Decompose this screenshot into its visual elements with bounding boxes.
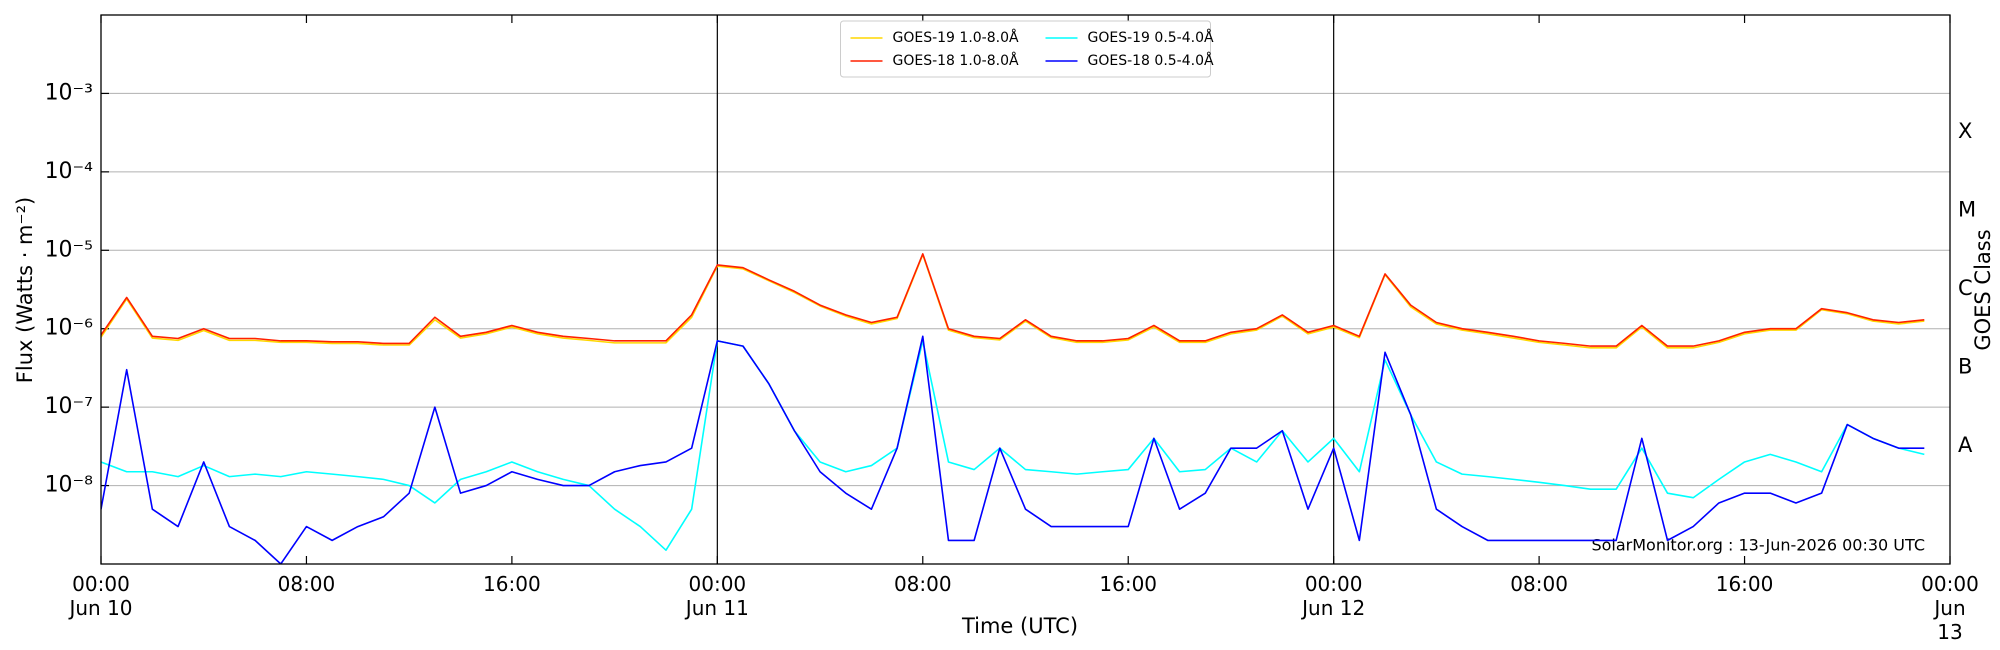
y-tick-label: 10⁻⁸ bbox=[45, 473, 94, 498]
y-axis-label: Flux (Watts · m⁻²) bbox=[13, 197, 37, 383]
x-tick-label: 16:00 bbox=[1715, 572, 1774, 596]
x-tick-label: 00:00 Jun 13 bbox=[1921, 572, 1979, 644]
series-line bbox=[101, 335, 1925, 564]
y-tick-label: 10⁻⁵ bbox=[45, 237, 93, 262]
y2-tick-label: X bbox=[1958, 119, 1972, 143]
x-tick-label: 08:00 bbox=[893, 572, 952, 596]
plot-frame bbox=[100, 14, 1951, 565]
y-tick-label: 10⁻⁶ bbox=[45, 316, 94, 341]
legend-label: GOES-19 0.5-4.0Å bbox=[1088, 29, 1214, 46]
legend-label: GOES-18 0.5-4.0Å bbox=[1088, 52, 1214, 69]
x-tick-label: 16:00 bbox=[483, 572, 541, 596]
y2-tick-label: A bbox=[1958, 433, 1973, 457]
x-tick-label: 08:00 bbox=[277, 572, 336, 596]
y2-tick-label: C bbox=[1958, 276, 1973, 300]
x-tick-label: 16:00 bbox=[1099, 572, 1158, 596]
series-line bbox=[101, 253, 1925, 349]
legend-box bbox=[840, 20, 1211, 78]
y-tick-label: 10⁻³ bbox=[45, 80, 93, 105]
y2-axis-label: GOES Class bbox=[1971, 229, 1995, 350]
y-tick-label: 10⁻⁴ bbox=[45, 159, 94, 184]
legend-label: GOES-18 1.0-8.0Å bbox=[893, 52, 1019, 69]
y-tick-label: 10⁻⁷ bbox=[45, 394, 93, 419]
y2-tick-label: B bbox=[1958, 355, 1972, 379]
x-tick-label: 08:00 bbox=[1510, 572, 1568, 596]
y2-tick-label: M bbox=[1958, 198, 1976, 222]
x-tick-label: 00:00 Jun 12 bbox=[1302, 572, 1366, 620]
series-line bbox=[101, 253, 1925, 347]
plot-area bbox=[101, 253, 1925, 564]
legend-label: GOES-19 1.0-8.0Å bbox=[893, 29, 1019, 46]
x-axis-label: Time (UTC) bbox=[961, 614, 1078, 638]
x-tick-label: 00:00 Jun 10 bbox=[69, 572, 133, 620]
annotation: SolarMonitor.org : 13-Jun-2026 00:30 UTC bbox=[1591, 536, 1925, 555]
series-line bbox=[101, 340, 1925, 551]
x-tick-label: 00:00 Jun 11 bbox=[685, 572, 749, 620]
